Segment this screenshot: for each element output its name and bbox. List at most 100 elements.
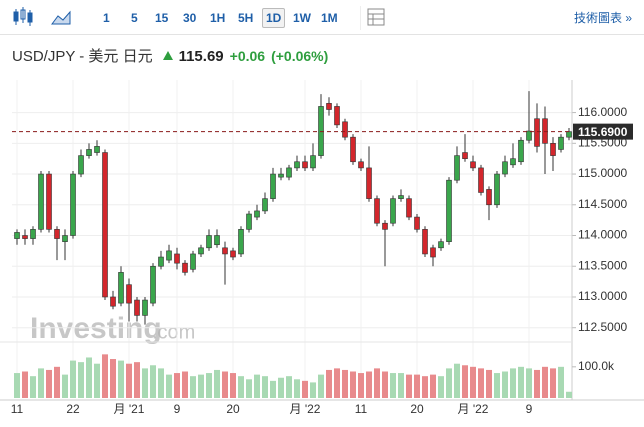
volume-bar — [382, 371, 388, 398]
volume-bar — [158, 368, 164, 398]
candle-body — [70, 173, 76, 236]
candle-body — [518, 139, 524, 163]
candle-body — [462, 152, 468, 159]
volume-bar — [22, 371, 28, 398]
volume-bar — [446, 368, 452, 398]
volume-bar — [38, 368, 44, 398]
candle-body — [358, 161, 364, 169]
volume-bar — [214, 369, 220, 398]
candle-body — [534, 118, 540, 147]
volume-bar — [550, 368, 556, 398]
volume-bar — [302, 380, 308, 398]
volume-bar — [422, 376, 428, 398]
interval-button[interactable]: 1H — [210, 11, 226, 25]
volume-bar — [30, 376, 36, 398]
table-icon[interactable] — [367, 8, 385, 26]
candle-body — [390, 198, 396, 224]
volume-bar — [278, 377, 284, 398]
change-percent: (+0.06%) — [271, 48, 329, 64]
watermark-suffix: .com — [152, 321, 195, 343]
volume-bar — [358, 373, 364, 398]
candle-body — [350, 136, 356, 163]
candle-body — [398, 195, 404, 199]
volume-bar — [406, 374, 412, 398]
volume-bar — [222, 371, 228, 398]
y-tick-label: 113.5000 — [578, 258, 627, 272]
volume-bar — [326, 369, 332, 398]
change: +0.06 — [229, 48, 266, 64]
interval-button[interactable]: 1W — [293, 11, 311, 25]
volume-bar — [526, 368, 532, 398]
interval-button[interactable]: 5 — [131, 11, 138, 25]
volume-bar — [134, 362, 140, 398]
volume-bar — [470, 366, 476, 398]
volume-bar — [206, 373, 212, 398]
candle-body — [166, 250, 172, 261]
volume-bar — [390, 373, 396, 398]
candle-body — [478, 167, 484, 193]
candle-body — [126, 284, 132, 304]
candle-body — [302, 161, 308, 169]
volume-bar — [198, 374, 204, 398]
volume-bar — [62, 374, 68, 398]
technical-chart-link[interactable]: 技術圖表 » — [573, 11, 632, 25]
volume-bar — [494, 373, 500, 398]
volume-bar — [310, 382, 316, 398]
candle-body — [14, 232, 20, 239]
volume-bar — [174, 373, 180, 398]
x-tick-label: 22 — [66, 402, 80, 416]
candle-body — [550, 143, 556, 156]
volume-bar — [254, 374, 260, 398]
volume-bar — [190, 376, 196, 398]
volume-bar — [238, 376, 244, 398]
candle-body — [526, 130, 532, 141]
candle-body — [422, 229, 428, 255]
candle-body — [470, 161, 476, 169]
chart-type-icons — [13, 7, 71, 26]
up-arrow — [162, 51, 173, 60]
candle-icon[interactable] — [13, 7, 33, 26]
volume-bar — [270, 380, 276, 398]
interval-button[interactable]: 1 — [103, 11, 110, 25]
volume-bar — [94, 363, 100, 398]
volume-bar — [510, 368, 516, 398]
volume-bar — [70, 360, 76, 398]
interval-button[interactable]: 1D — [262, 8, 286, 28]
volume-bar — [78, 362, 84, 398]
candle-body — [286, 167, 292, 178]
volume-bar — [294, 379, 300, 398]
volume-bar — [518, 366, 524, 398]
interval-button[interactable]: 30 — [183, 11, 197, 25]
candle-body — [142, 299, 148, 316]
interval-button[interactable]: 1M — [321, 11, 338, 25]
interval-button[interactable]: 15 — [155, 11, 169, 25]
candle-body — [494, 173, 500, 206]
volume-tick-label: 100.0k — [578, 359, 615, 373]
volume-bar — [342, 369, 348, 398]
x-tick-label: 20 — [410, 402, 424, 416]
interval-button[interactable]: 5H — [238, 11, 254, 25]
volume-bar — [182, 371, 188, 398]
candle-body — [446, 179, 452, 242]
candle-body — [294, 161, 300, 169]
area-icon[interactable] — [51, 10, 71, 25]
candle-body — [342, 121, 348, 138]
candle-body — [78, 155, 84, 175]
candle-body — [182, 262, 188, 273]
volume-bar — [462, 365, 468, 398]
volume-bar — [398, 373, 404, 398]
candle-body — [102, 152, 108, 298]
volume-bar — [486, 369, 492, 398]
candle-body — [22, 235, 28, 239]
x-tick-label: 月 '22 — [290, 402, 321, 416]
candle-body — [134, 299, 140, 316]
candle-body — [486, 189, 492, 206]
volume-bar — [558, 366, 564, 398]
volume-bar — [366, 371, 372, 398]
x-tick-label: 11 — [11, 402, 24, 416]
x-tick-label: 9 — [174, 402, 181, 416]
candle-body — [62, 235, 68, 242]
current-price-label: 115.6900 — [578, 125, 628, 139]
